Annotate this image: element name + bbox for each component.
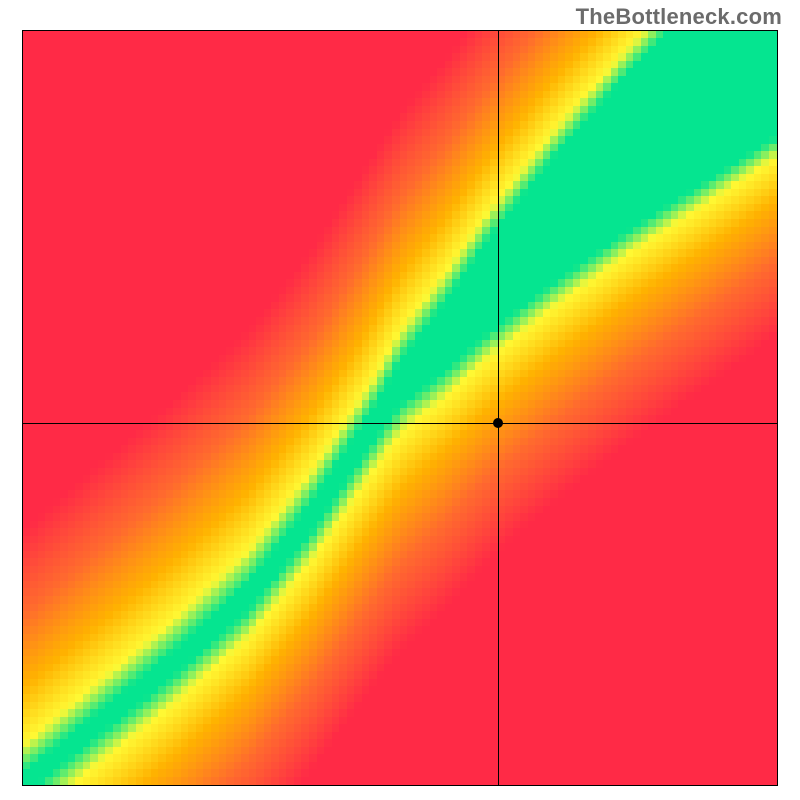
bottleneck-heatmap <box>22 30 778 786</box>
crosshair-horizontal <box>22 423 778 424</box>
chart-container: TheBottleneck.com <box>0 0 800 800</box>
crosshair-marker <box>493 418 503 428</box>
crosshair-vertical <box>498 30 499 786</box>
watermark-text: TheBottleneck.com <box>576 4 782 30</box>
